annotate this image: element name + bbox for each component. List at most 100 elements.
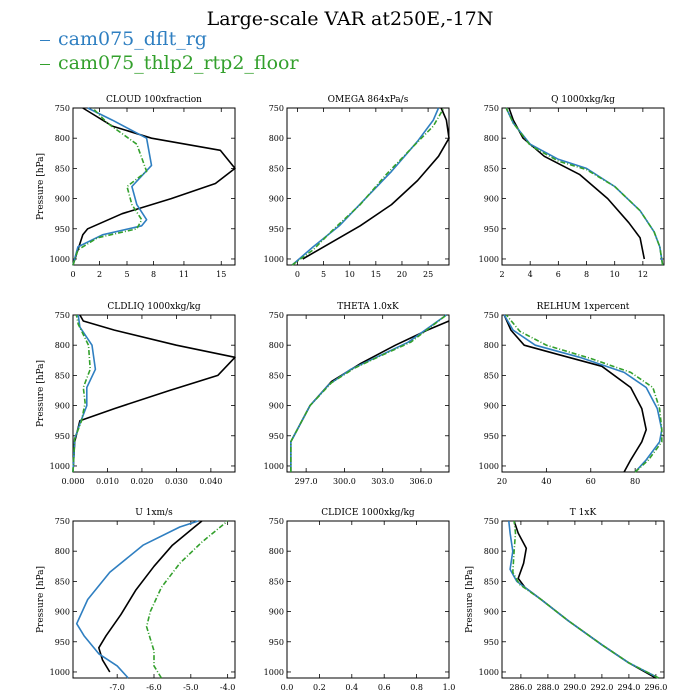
series-line-floor (289, 314, 447, 472)
y-tick-label: 750 (55, 311, 70, 320)
y-tick-label: 1000 (479, 462, 499, 471)
x-tick-label: 10 (345, 270, 355, 279)
series-line-dflt (505, 107, 664, 266)
panel-4: CLDLIQ 1000xkg/kg 750 800 850 900 950 1000 0.00… (36, 302, 236, 486)
x-tick-label: 0.020 (130, 477, 153, 486)
y-tick-label: 750 (269, 104, 284, 113)
x-tick-label: 288.0 (536, 683, 559, 692)
y-tick-label: 850 (55, 164, 70, 173)
x-tick-label: -4.0 (220, 683, 235, 692)
x-tick-label: 1.0 (443, 683, 456, 692)
y-tick-label: 900 (269, 608, 284, 617)
x-tick-label: 0.0 (281, 683, 294, 692)
y-tick-label: 750 (484, 311, 499, 320)
panel-frame (72, 314, 236, 473)
panel-frame (501, 107, 665, 266)
y-tick-label: 750 (55, 104, 70, 113)
legend-label-dflt: cam075_dflt_rg (58, 28, 207, 50)
y-tick-label: 950 (55, 225, 70, 234)
x-tick-label: 0.2 (313, 683, 326, 692)
series-line-control (98, 520, 203, 673)
y-tick-label: 750 (55, 517, 70, 526)
panel-title: THETA 1.0xK (337, 302, 399, 312)
y-tick-label: 950 (55, 638, 70, 647)
x-tick-label: 0 (70, 270, 75, 279)
y-tick-label: 1000 (264, 462, 284, 471)
series-line-control (72, 314, 236, 473)
x-tick-label: 286.0 (509, 683, 532, 692)
y-tick-label: 800 (55, 341, 70, 350)
panel-5: THETA 1.0xK 750 800 850 900 950 1000 297.0 300.0… (264, 302, 450, 486)
panel-frame (286, 107, 450, 266)
legend-item-dflt: cam075_dflt_rg (40, 28, 207, 50)
panel-frame (286, 520, 450, 679)
panel-9: T 1xK 750 800 850 900 950 1000 286.0 288.0 290.0 2… (465, 508, 667, 692)
x-tick-label: 300.0 (333, 477, 356, 486)
x-tick-label: 60 (586, 477, 596, 486)
series-line-dflt (291, 107, 440, 266)
y-tick-label: 950 (484, 225, 499, 234)
x-tick-label: 0.010 (96, 477, 119, 486)
series-line-dflt (72, 314, 97, 473)
panel-2: OMEGA 864xPa/s 750 800 850 900 950 1000 0 5 10 15 2… (264, 95, 450, 279)
y-axis-label: Pressure [hPa] (36, 360, 46, 427)
series-line-control (289, 320, 450, 472)
y-tick-label: 800 (269, 134, 284, 143)
y-tick-label: 900 (484, 402, 499, 411)
x-tick-label: 0.6 (378, 683, 391, 692)
series-line-control (72, 107, 236, 266)
y-tick-label: 900 (269, 402, 284, 411)
y-tick-label: 800 (55, 547, 70, 556)
y-tick-label: 900 (269, 195, 284, 204)
y-tick-label: 1000 (479, 255, 499, 264)
y-tick-label: 950 (269, 638, 284, 647)
x-tick-label: 10 (610, 270, 620, 279)
legend-item-floor: cam075_thlp2_rtp2_floor (40, 52, 299, 74)
figure-title: Large-scale VAR at250E,-17N (206, 8, 494, 30)
x-tick-label: 15 (371, 270, 381, 279)
x-tick-label: 4 (528, 270, 533, 279)
y-tick-label: 800 (484, 134, 499, 143)
y-tick-label: 950 (484, 638, 499, 647)
x-tick-label: 5 (321, 270, 326, 279)
series-line-dflt (72, 107, 153, 266)
legend-swatch-floor (40, 63, 50, 65)
y-tick-label: 900 (55, 195, 70, 204)
series-line-control (302, 107, 450, 260)
y-tick-label: 850 (55, 371, 70, 380)
series-line-dflt (75, 520, 199, 679)
panel-title: CLOUD 100xfraction (106, 95, 202, 105)
x-tick-label: 0.000 (62, 477, 85, 486)
series-line-floor (505, 314, 663, 473)
series-line-floor (511, 520, 659, 679)
panel-8: CLDICE 1000xkg/kg 750 800 850 900 950 1000 0.0 0… (264, 508, 456, 692)
x-tick-label: 0.8 (410, 683, 423, 692)
y-tick-label: 900 (484, 608, 499, 617)
y-tick-label: 850 (484, 164, 499, 173)
panel-frame (501, 314, 665, 473)
x-tick-label: 0.4 (345, 683, 358, 692)
x-tick-label: 15 (216, 270, 226, 279)
y-tick-label: 850 (484, 577, 499, 586)
y-tick-label: 750 (269, 311, 284, 320)
series-line-control (513, 520, 657, 679)
y-tick-label: 900 (55, 402, 70, 411)
x-tick-label: 297.0 (295, 477, 318, 486)
y-axis-label: Pressure [hPa] (465, 566, 475, 633)
panel-frame (501, 520, 665, 679)
y-tick-label: 1000 (264, 668, 284, 677)
y-tick-label: 950 (55, 432, 70, 441)
series-line-control (503, 314, 648, 473)
series-line-dflt (508, 520, 659, 679)
x-tick-label: 12 (638, 270, 648, 279)
y-tick-label: 1000 (50, 462, 70, 471)
series-line-dflt (503, 314, 663, 473)
x-tick-label: 6 (556, 270, 561, 279)
x-tick-label: 296.0 (644, 683, 667, 692)
x-tick-label: 8 (584, 270, 589, 279)
series-line-control (508, 107, 646, 260)
y-tick-label: 1000 (50, 668, 70, 677)
x-tick-label: 303.0 (371, 477, 394, 486)
